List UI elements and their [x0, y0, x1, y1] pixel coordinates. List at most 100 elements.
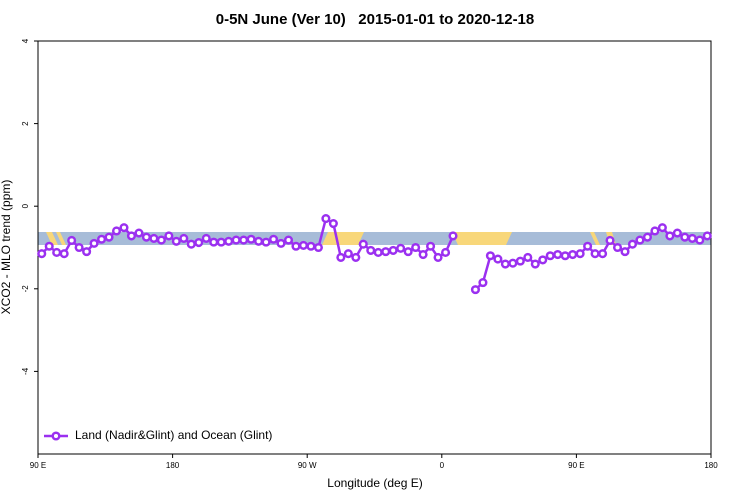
x-tick-label: 90 E [568, 461, 584, 470]
data-point [209, 237, 219, 247]
x-tick-label: 180 [166, 461, 180, 470]
data-point [111, 226, 122, 236]
data-point [104, 232, 114, 242]
data-point [134, 228, 144, 238]
data-point [620, 247, 630, 257]
band-patch [56, 232, 66, 245]
y-tick-label: 2 [21, 121, 30, 126]
data-point [321, 214, 331, 224]
data-point [470, 285, 481, 295]
data-point [52, 247, 62, 258]
data-point [418, 249, 428, 260]
data-point [702, 231, 712, 241]
legend-label: Land (Nadir&Glint) and Ocean (Glint) [75, 428, 272, 442]
data-point [657, 223, 667, 233]
band-patch [46, 232, 58, 245]
data-point [194, 237, 204, 248]
data-point [171, 236, 181, 246]
data-point [149, 233, 159, 243]
data-point [283, 235, 294, 245]
data-point [605, 235, 615, 246]
data-point [440, 247, 451, 258]
y-tick-label: -4 [21, 367, 30, 375]
data-point [224, 236, 234, 246]
data-point [37, 249, 47, 259]
data-point [530, 259, 540, 269]
data-point [687, 233, 697, 243]
data-point [500, 259, 510, 269]
data-point [216, 237, 226, 247]
data-point [627, 239, 638, 249]
data-point [381, 247, 391, 257]
data-point [67, 235, 77, 246]
data-point [89, 238, 99, 248]
data-point [261, 237, 271, 247]
data-point [126, 231, 137, 241]
data-point [672, 228, 682, 238]
legend-marker [51, 431, 61, 441]
data-point [545, 251, 555, 261]
data-point [575, 249, 585, 259]
data-point [403, 247, 413, 257]
data-point [119, 223, 129, 233]
data-point [246, 234, 256, 244]
data-point [254, 236, 264, 246]
x-tick-label: 90 W [298, 461, 317, 470]
x-tick-label: 180 [704, 461, 718, 470]
data-point [82, 247, 92, 257]
data-point [396, 243, 406, 253]
data-point [97, 234, 107, 244]
data-point [485, 251, 495, 261]
data-point [291, 241, 301, 251]
data-point [515, 256, 525, 266]
data-point [276, 238, 286, 248]
data-point [358, 239, 368, 249]
y-tick-label: 0 [21, 203, 30, 208]
data-point [642, 232, 652, 242]
data-point [269, 234, 279, 244]
data-point [568, 249, 578, 260]
y-tick-label: -2 [21, 285, 30, 293]
x-axis-label: Longitude (deg E) [327, 476, 422, 490]
data-point [426, 241, 436, 251]
data-point [141, 232, 151, 242]
data-point [156, 235, 166, 245]
data-point [231, 235, 241, 245]
data-point [186, 239, 196, 249]
band-patch [452, 232, 512, 245]
data-point [508, 258, 518, 268]
data-point [74, 242, 84, 253]
data-point [343, 249, 353, 259]
data-point [448, 231, 458, 241]
data-point [560, 251, 570, 261]
data-point [59, 249, 69, 259]
data-point [373, 247, 383, 258]
y-tick-label: 4 [21, 38, 30, 43]
data-point [650, 226, 660, 236]
data-point [590, 249, 600, 259]
data-point [612, 242, 623, 253]
data-point [44, 241, 54, 251]
plot-frame [37, 40, 712, 455]
data-point [164, 231, 174, 241]
data-point [665, 231, 675, 241]
data-point [583, 241, 593, 251]
data-point [239, 235, 249, 245]
band-patch [590, 232, 600, 245]
data-point [538, 255, 548, 265]
data-point [680, 232, 690, 242]
data-point [366, 245, 376, 255]
data-point [179, 233, 189, 243]
data-point [306, 241, 316, 251]
data-point [553, 249, 563, 260]
data-point [635, 235, 645, 245]
band-patch [322, 232, 364, 245]
data-point [298, 240, 309, 250]
data-point [433, 252, 443, 262]
data-point [695, 235, 705, 245]
x-tick-label: 90 E [30, 461, 46, 470]
data-point [493, 254, 503, 264]
data-point [201, 233, 211, 243]
data-point [388, 245, 398, 255]
